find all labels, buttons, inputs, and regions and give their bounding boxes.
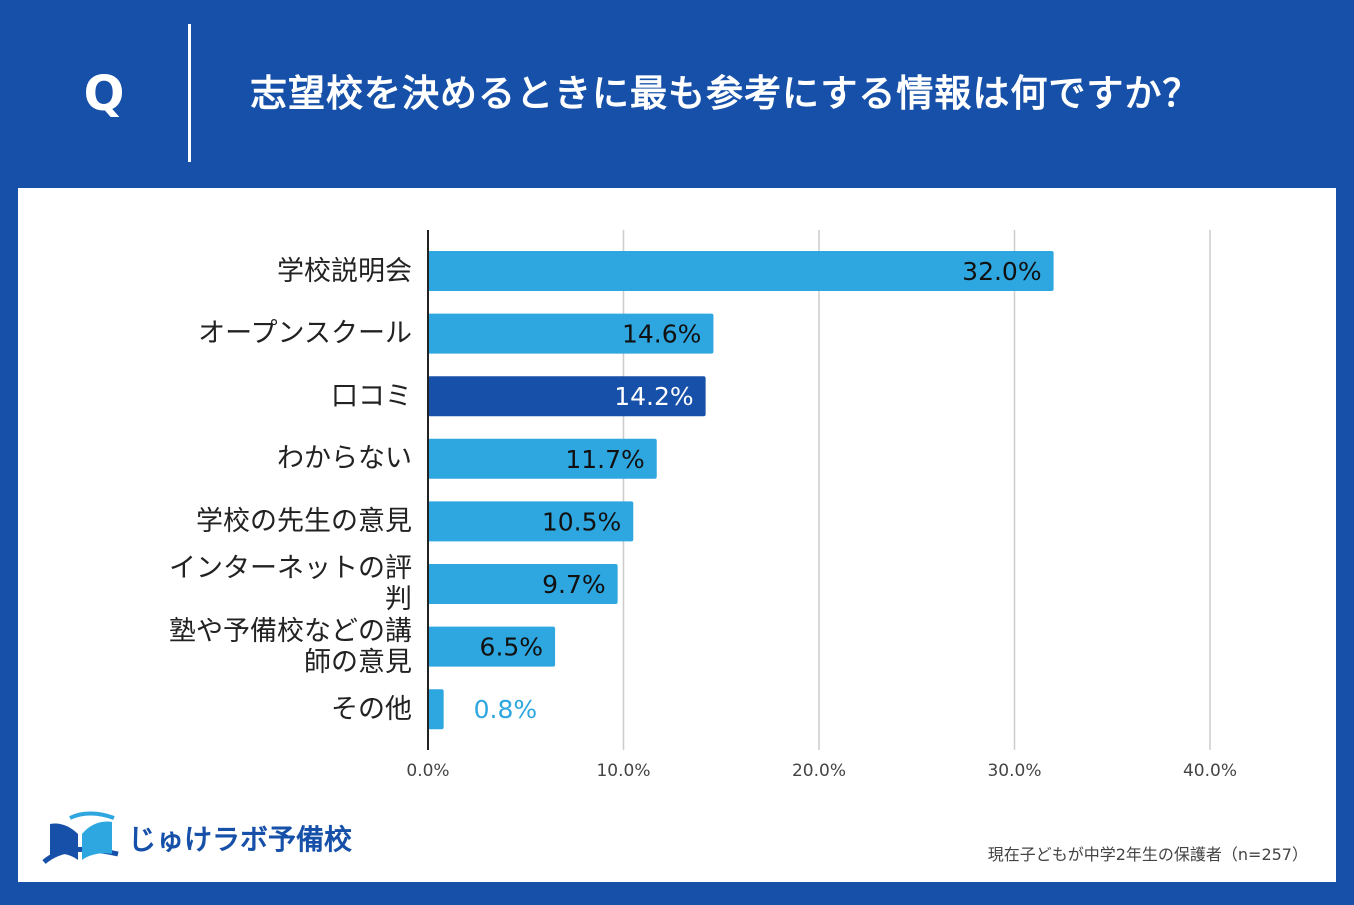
bar-chart: 0.0% 10.0% 20.0% 30.0% 40.0% 32.0% 14.6% 14.2% 1… (406, 230, 1237, 781)
category-label-line: 判 (385, 584, 412, 615)
category-label-line: 塾や予備校などの講 (169, 615, 412, 647)
bar (428, 251, 1054, 291)
category-label: 塾や予備校などの講 師の意見 (112, 616, 412, 678)
bar (428, 438, 657, 479)
x-tick-label: 30.0% (987, 761, 1041, 781)
header-divider (188, 24, 191, 162)
bar-value-label: 10.5% (542, 507, 621, 536)
category-label: インターネットの評判 (112, 553, 412, 615)
bar-value-label: 14.2% (614, 382, 693, 411)
bar (428, 564, 618, 604)
q-mark: Q (83, 66, 125, 122)
x-tick-label: 20.0% (792, 761, 846, 781)
bar-value-label: 11.7% (565, 445, 644, 474)
bar-value-label: 6.5% (480, 633, 544, 662)
question-title: 志望校を決めるときに最も参考にする情報は何ですか？ (250, 72, 1201, 115)
category-label-line: インターネットの評 (169, 553, 412, 584)
category-label-line: その他 (331, 693, 412, 725)
category-label: 学校説明会 (112, 256, 412, 287)
x-tick-label: 10.0% (596, 761, 650, 781)
bar (428, 376, 706, 417)
bar (428, 313, 714, 354)
bar-value-label: 32.0% (962, 257, 1041, 286)
category-label-line: 学校の先生の意見 (196, 505, 412, 537)
category-label: オープンスクール (112, 318, 412, 349)
x-tick-label: 40.0% (1183, 761, 1237, 781)
open-book-icon (42, 811, 119, 864)
bar (428, 501, 634, 542)
category-label-line: オープンスクール (198, 318, 412, 350)
category-label-line: 口コミ (331, 380, 412, 412)
chart-card: 0.0% 10.0% 20.0% 30.0% 40.0% 32.0% 14.6% 14.2% 1… (18, 188, 1336, 882)
logo-text: じゅけラボ予備校 (128, 823, 353, 856)
brand-logo: じゅけラボ予備校 (40, 810, 360, 870)
sample-note: 現在子どもが中学2年生の保護者（n=257） (987, 845, 1308, 864)
category-label-line: 学校説明会 (277, 255, 412, 287)
category-label: その他 (112, 694, 412, 725)
bar (428, 689, 444, 730)
bar-value-label: 9.7% (542, 570, 606, 599)
bar-value-label: 0.8% (474, 695, 538, 724)
header-banner: Q 志望校を決めるときに最も参考にする情報は何ですか？ (0, 0, 1354, 188)
bar (428, 626, 556, 667)
bar-value-label: 14.6% (622, 320, 701, 349)
category-label: 口コミ (112, 381, 412, 412)
category-label-line: 師の意見 (304, 646, 412, 678)
category-label-line: わからない (277, 443, 412, 475)
x-tick-label: 0.0% (406, 761, 449, 781)
category-label: わからない (112, 443, 412, 474)
category-label: 学校の先生の意見 (112, 506, 412, 537)
